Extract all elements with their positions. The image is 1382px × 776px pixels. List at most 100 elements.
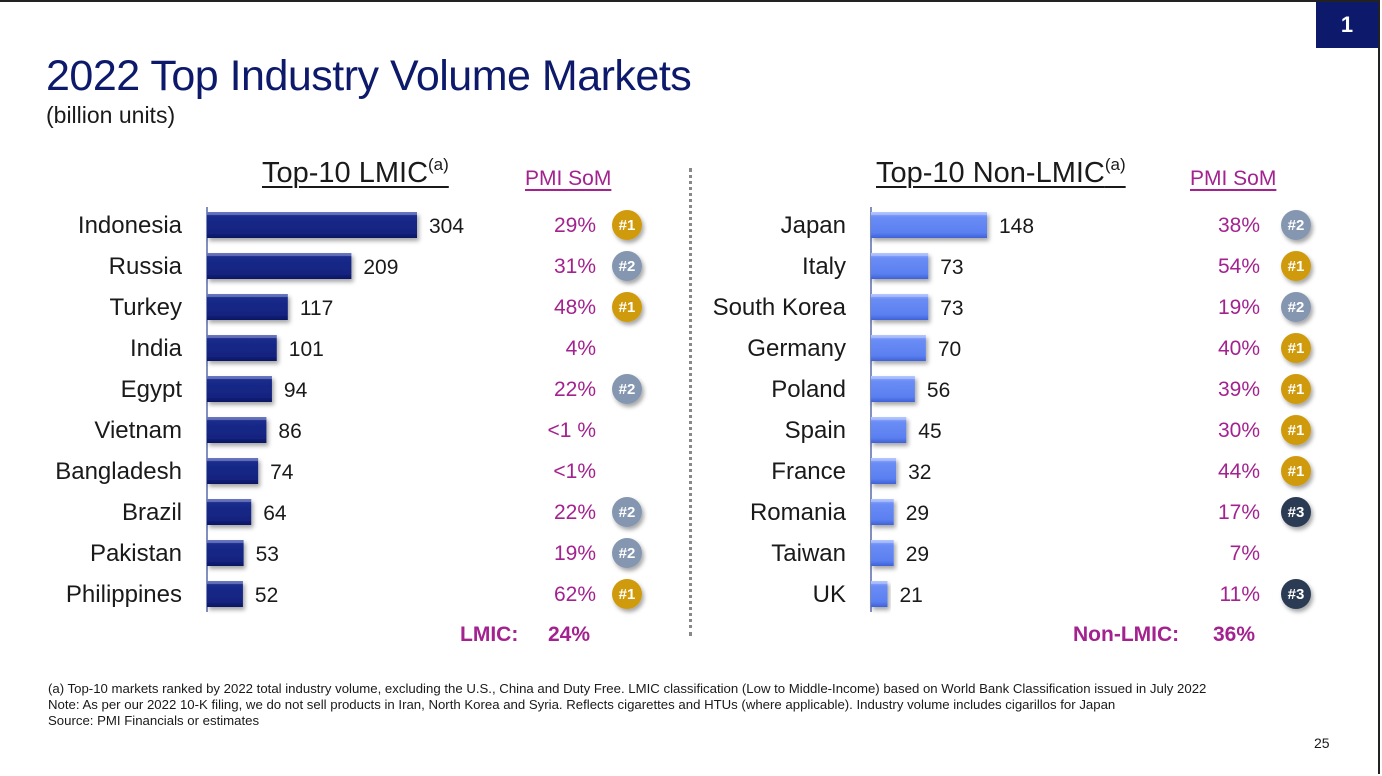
- non-lmic-rank-badge: #1: [1281, 333, 1311, 363]
- non-lmic-som-header: PMI SoM: [1190, 167, 1277, 190]
- lmic-value-label: 74: [270, 461, 294, 484]
- non-lmic-value-label: 56: [927, 379, 950, 402]
- lmic-bar: [207, 499, 252, 525]
- lmic-bar-highlight: [207, 212, 417, 215]
- rank-text: #2: [619, 258, 636, 275]
- non-lmic-rank-badge: #3: [1281, 497, 1311, 527]
- non-lmic-value-label: 29: [906, 543, 929, 566]
- rank-circle: [1281, 497, 1311, 527]
- non-lmic-bar-highlight: [871, 253, 929, 256]
- rank-circle: [612, 374, 642, 404]
- rank-text: #1: [1288, 258, 1305, 275]
- non-lmic-rank-badge: #3: [1281, 579, 1311, 609]
- lmic-country-label: Bangladesh: [55, 458, 182, 485]
- lmic-som-value: 4%: [566, 337, 596, 360]
- lmic-bar-highlight: [207, 499, 252, 502]
- lmic-title-footnote-ref: (a): [428, 155, 449, 174]
- non-lmic-bar: [871, 253, 929, 279]
- section-number: 1: [1340, 12, 1354, 37]
- rank-circle: [1281, 210, 1311, 240]
- non-lmic-panel-title: Top-10 Non-LMIC(a): [876, 155, 1126, 190]
- non-lmic-som-value: 40%: [1218, 337, 1260, 360]
- lmic-value-label: 304: [429, 215, 464, 238]
- non-lmic-bar-highlight: [871, 294, 929, 297]
- rank-circle: [1281, 456, 1311, 486]
- non-lmic-som-value: 39%: [1218, 378, 1260, 401]
- non-lmic-rank-badge: #1: [1281, 415, 1311, 445]
- rank-text: #1: [619, 586, 636, 603]
- rank-circle: [612, 579, 642, 609]
- lmic-country-label: Pakistan: [90, 540, 182, 567]
- footnote-a: (a) Top-10 markets ranked by 2022 total …: [48, 681, 1207, 696]
- non-lmic-value-label: 73: [940, 256, 963, 279]
- lmic-value-label: 94: [284, 379, 308, 402]
- lmic-som-value: <1 %: [548, 419, 596, 442]
- rank-text: #2: [1288, 217, 1305, 234]
- rank-circle: [1281, 292, 1311, 322]
- non-lmic-country-label: Spain: [785, 417, 846, 444]
- panel-divider: [689, 168, 692, 636]
- non-lmic-som-value: 17%: [1218, 501, 1260, 524]
- lmic-country-label: Brazil: [122, 499, 182, 526]
- lmic-som-value: 31%: [554, 255, 596, 278]
- non-lmic-bar-highlight: [871, 581, 888, 584]
- lmic-rank-badge: #2: [612, 538, 642, 568]
- non-lmic-bar: [871, 376, 915, 402]
- non-lmic-country-label: Germany: [747, 335, 846, 362]
- lmic-bar: [207, 458, 259, 484]
- lmic-rank-badge: #2: [612, 251, 642, 281]
- non-lmic-country-label: France: [771, 458, 846, 485]
- non-lmic-som-value: 44%: [1218, 460, 1260, 483]
- lmic-value-label: 86: [278, 420, 301, 443]
- lmic-total-label: LMIC:: [460, 623, 519, 646]
- lmic-country-label: Egypt: [121, 376, 183, 403]
- lmic-som-header: PMI SoM: [525, 167, 612, 190]
- lmic-bar-highlight: [207, 458, 259, 461]
- non-lmic-bar-highlight: [871, 212, 987, 215]
- non-lmic-bar-highlight: [871, 376, 915, 379]
- page-number: 25: [1314, 735, 1330, 751]
- lmic-value-label: 53: [256, 543, 279, 566]
- non-lmic-bar: [871, 417, 907, 443]
- non-lmic-bar: [871, 458, 897, 484]
- non-lmic-country-label: Poland: [771, 376, 846, 403]
- lmic-country-label: Indonesia: [78, 212, 183, 239]
- lmic-som-value: 29%: [554, 214, 596, 237]
- non-lmic-country-label: UK: [813, 581, 846, 608]
- non-lmic-country-label: Japan: [781, 212, 846, 239]
- lmic-som-value: 62%: [554, 583, 596, 606]
- lmic-bar: [207, 294, 288, 320]
- non-lmic-country-label: South Korea: [713, 294, 847, 321]
- non-lmic-som-value: 19%: [1218, 296, 1260, 319]
- rank-circle: [1281, 579, 1311, 609]
- non-lmic-title-footnote-ref: (a): [1104, 155, 1126, 174]
- lmic-bar-highlight: [207, 417, 267, 420]
- slide-subtitle: (billion units): [46, 102, 176, 128]
- lmic-panel-title: Top-10 LMIC(a): [262, 155, 449, 190]
- lmic-value-label: 52: [255, 584, 278, 607]
- rank-text: #1: [619, 299, 636, 316]
- rank-text: #2: [619, 381, 636, 398]
- lmic-rank-badge: #1: [612, 210, 642, 240]
- non-lmic-total-label: Non-LMIC:: [1073, 623, 1180, 646]
- rank-text: #1: [1288, 422, 1305, 439]
- non-lmic-bar: [871, 581, 888, 607]
- lmic-bar-highlight: [207, 540, 244, 543]
- lmic-rank-badge: #1: [612, 579, 642, 609]
- lmic-bar: [207, 253, 352, 279]
- lmic-bar: [207, 581, 243, 607]
- lmic-value-label: 64: [263, 502, 287, 525]
- non-lmic-value-label: 45: [918, 420, 941, 443]
- slide-title: 2022 Top Industry Volume Markets: [46, 52, 692, 100]
- lmic-bar-highlight: [207, 376, 272, 379]
- rank-text: #3: [1288, 586, 1305, 603]
- lmic-rank-badge: #2: [612, 497, 642, 527]
- lmic-country-label: Russia: [109, 253, 183, 280]
- non-lmic-bar: [871, 540, 894, 566]
- lmic-country-label: Turkey: [110, 294, 182, 321]
- non-lmic-value-label: 21: [899, 584, 922, 607]
- non-lmic-title-text: Top-10 Non-LMIC: [876, 157, 1105, 189]
- non-lmic-total-value: 36%: [1213, 623, 1256, 646]
- lmic-chart: Indonesia 304 29% #1 Russia 209 31% #2 Turkey 117…: [55, 207, 642, 612]
